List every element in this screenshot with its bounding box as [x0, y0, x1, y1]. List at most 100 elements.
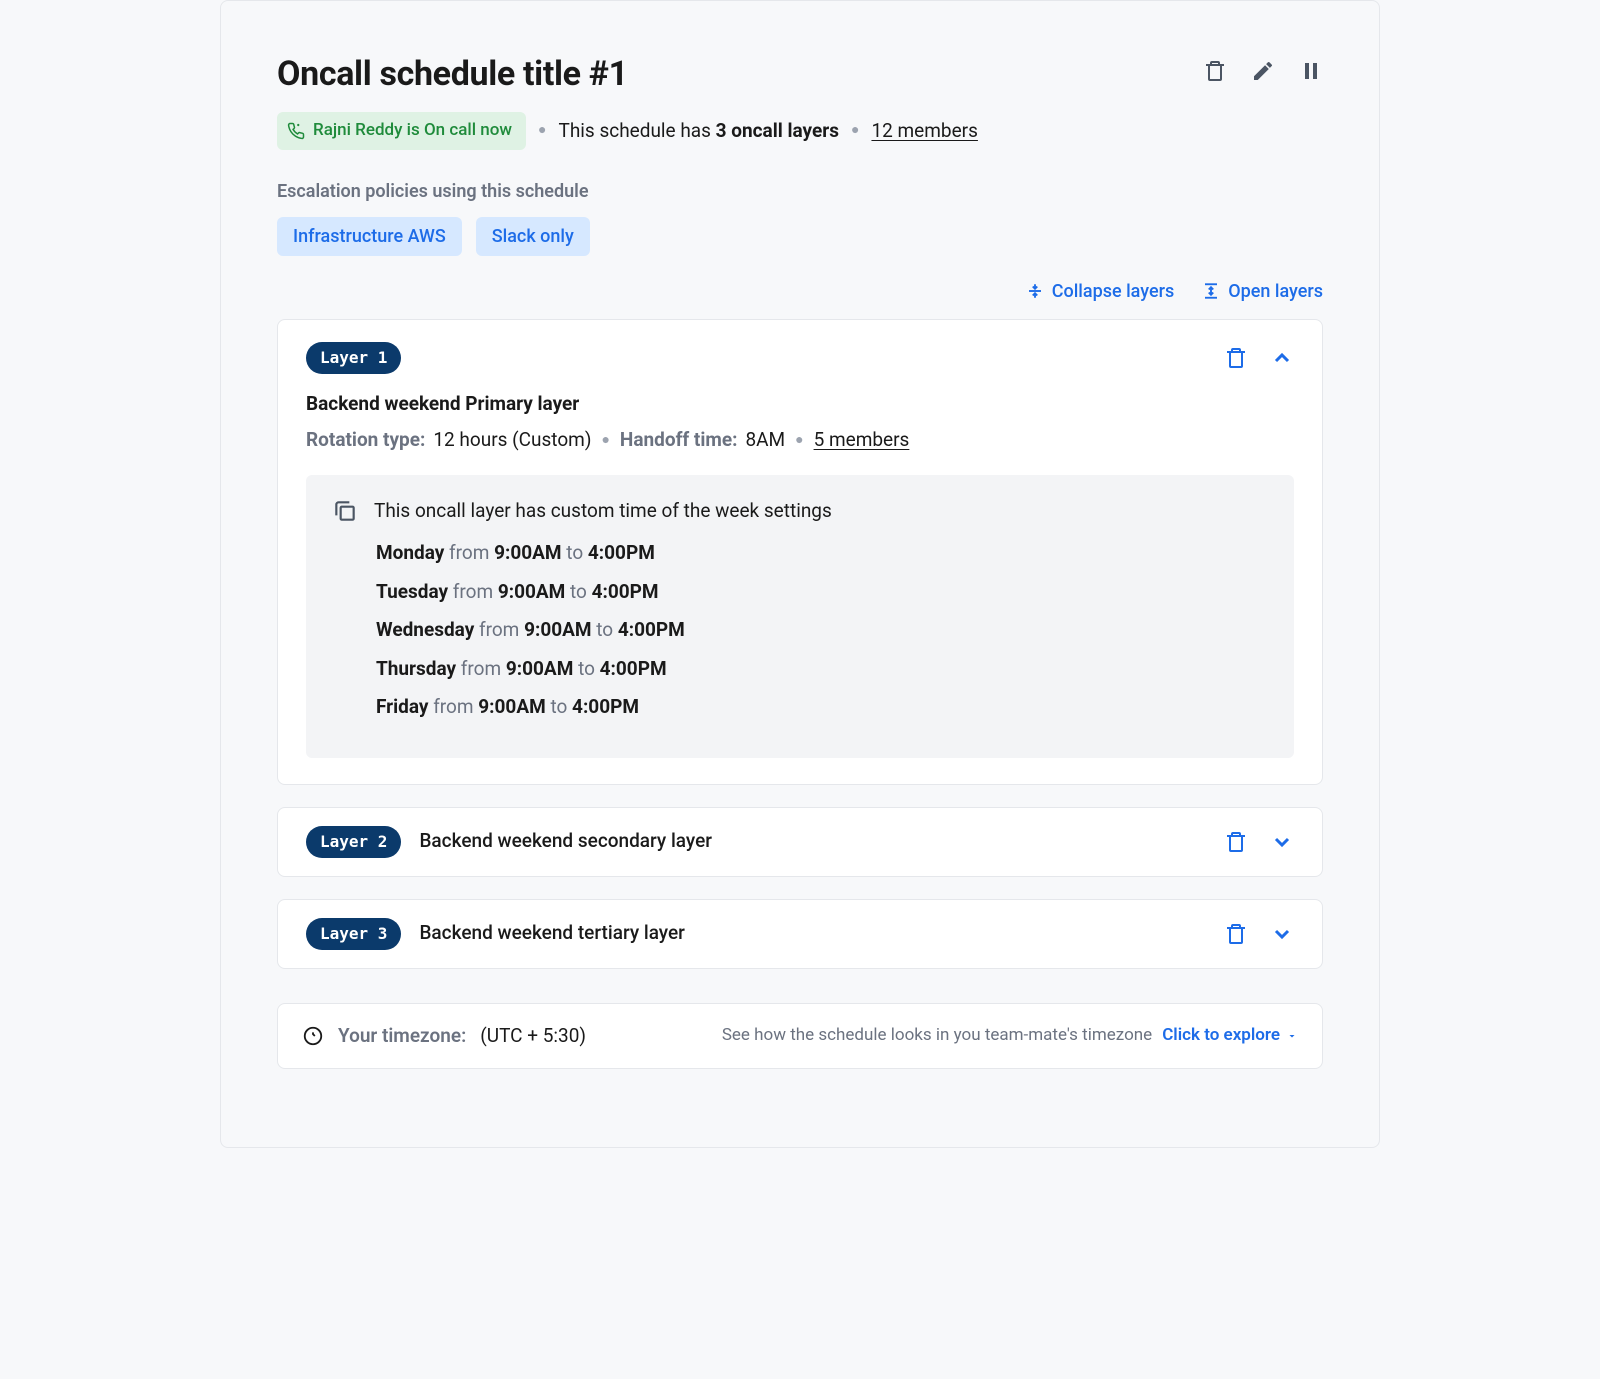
- layer-head-actions: [1224, 922, 1294, 946]
- schedule-from-word: from: [479, 618, 519, 641]
- oncall-now-badge: Rajni Reddy is On call now: [277, 112, 526, 150]
- delete-layer-button[interactable]: [1224, 922, 1248, 946]
- policy-chip[interactable]: Infrastructure AWS: [277, 217, 462, 256]
- schedule-row: Wednesday from 9:00AM to 4:00PM: [376, 616, 1268, 645]
- timezone-value: (UTC + 5:30): [480, 1022, 586, 1051]
- schedule-start: 9:00AM: [524, 618, 591, 641]
- expand-layer-button[interactable]: [1270, 830, 1294, 854]
- timezone-explore-button[interactable]: Click to explore: [1162, 1023, 1298, 1049]
- header-left: Oncall schedule title #1: [277, 49, 628, 112]
- schedule-start: 9:00AM: [506, 657, 573, 680]
- info-intro-text: This oncall layer has custom time of the…: [374, 497, 832, 526]
- header-meta: Rajni Reddy is On call now ● This schedu…: [277, 112, 1323, 150]
- schedule-from-word: from: [461, 657, 501, 680]
- collapse-layers-button[interactable]: Collapse layers: [1026, 278, 1174, 305]
- escalation-label: Escalation policies using this schedule: [277, 178, 1323, 205]
- layer-head: Layer 3 Backend weekend tertiary layer: [278, 900, 1322, 968]
- escalation-policies: Infrastructure AWS Slack only: [277, 217, 1323, 256]
- clock-icon: [302, 1025, 324, 1047]
- schedule-page: Oncall schedule title #1 Rajni Reddy is …: [220, 0, 1380, 1148]
- separator: ●: [599, 430, 611, 451]
- schedule-start: 9:00AM: [494, 541, 561, 564]
- layer-pill: Layer 3: [306, 918, 401, 950]
- schedule-to-word: to: [550, 695, 567, 718]
- layer-head: Layer 1: [306, 342, 1294, 374]
- layer-title: Backend weekend secondary layer: [419, 827, 1206, 856]
- schedule-row: Friday from 9:00AM to 4:00PM: [376, 693, 1268, 722]
- schedule-from-word: from: [449, 541, 489, 564]
- layer-card-1: Layer 1 Backend weekend Primary layer Ro…: [277, 319, 1323, 785]
- collapse-icon: [1026, 282, 1044, 300]
- layer-title: Backend weekend Primary layer: [306, 390, 1294, 419]
- layer-head-actions: [1224, 346, 1294, 370]
- schedule-to-word: to: [570, 580, 587, 603]
- custom-times-box: This oncall layer has custom time of the…: [306, 475, 1294, 758]
- schedule-to-word: to: [596, 618, 613, 641]
- open-layers-button[interactable]: Open layers: [1202, 278, 1323, 305]
- schedule-to-word: to: [578, 657, 595, 680]
- schedule-day: Wednesday: [376, 618, 474, 641]
- layer-title: Backend weekend tertiary layer: [419, 919, 1206, 948]
- summary-text: This schedule has 3 oncall layers: [559, 117, 839, 146]
- collapse-layers-label: Collapse layers: [1052, 278, 1174, 305]
- layer-head-actions: [1224, 830, 1294, 854]
- schedule-start: 9:00AM: [498, 580, 565, 603]
- schedule-row: Thursday from 9:00AM to 4:00PM: [376, 655, 1268, 684]
- phone-icon: [287, 122, 305, 140]
- schedule-row: Tuesday from 9:00AM to 4:00PM: [376, 578, 1268, 607]
- schedule-from-word: from: [453, 580, 493, 603]
- separator: ●: [536, 120, 548, 141]
- schedule-row: Monday from 9:00AM to 4:00PM: [376, 539, 1268, 568]
- caret-down-icon: [1286, 1030, 1298, 1042]
- layer-pill: Layer 2: [306, 826, 401, 858]
- layer-card-3: Layer 3 Backend weekend tertiary layer: [277, 899, 1323, 969]
- timezone-hint: See how the schedule looks in you team-m…: [722, 1023, 1152, 1049]
- rotation-value: 12 hours (Custom): [433, 426, 591, 455]
- header-actions: [1203, 59, 1323, 83]
- oncall-now-text: Rajni Reddy is On call now: [313, 118, 512, 144]
- handoff-label: Handoff time:: [620, 426, 738, 455]
- header: Oncall schedule title #1: [277, 49, 1323, 112]
- policy-chip[interactable]: Slack only: [476, 217, 590, 256]
- schedule-end: 4:00PM: [618, 618, 685, 641]
- schedule-to-word: to: [566, 541, 583, 564]
- separator: ●: [849, 120, 861, 141]
- summary-prefix: This schedule has: [559, 119, 711, 142]
- collapse-layer-button[interactable]: [1270, 346, 1294, 370]
- delete-button[interactable]: [1203, 59, 1227, 83]
- summary-bold: 3 oncall layers: [716, 119, 839, 142]
- schedule-day: Monday: [376, 541, 444, 564]
- layer-pill: Layer 1: [306, 342, 401, 374]
- open-layers-label: Open layers: [1228, 278, 1323, 305]
- separator: ●: [793, 430, 805, 451]
- edit-button[interactable]: [1251, 59, 1275, 83]
- schedule-end: 4:00PM: [592, 580, 659, 603]
- page-title: Oncall schedule title #1: [277, 49, 628, 100]
- schedule-start: 9:00AM: [478, 695, 545, 718]
- layer-head: Layer 2 Backend weekend secondary layer: [278, 808, 1322, 876]
- pause-button[interactable]: [1299, 59, 1323, 83]
- schedule-day: Tuesday: [376, 580, 448, 603]
- layer-meta: Rotation type: 12 hours (Custom) ● Hando…: [306, 426, 1294, 455]
- schedule-end: 4:00PM: [572, 695, 639, 718]
- schedule-end: 4:00PM: [600, 657, 667, 680]
- rotation-label: Rotation type:: [306, 426, 425, 455]
- delete-layer-button[interactable]: [1224, 830, 1248, 854]
- schedule-from-word: from: [433, 695, 473, 718]
- layer-card-2: Layer 2 Backend weekend secondary layer: [277, 807, 1323, 877]
- timezone-label: Your timezone:: [338, 1022, 466, 1051]
- schedule-day: Thursday: [376, 657, 456, 680]
- handoff-value: 8AM: [745, 426, 785, 455]
- expand-layer-button[interactable]: [1270, 922, 1294, 946]
- members-link[interactable]: 12 members: [871, 117, 977, 146]
- schedule-day: Friday: [376, 695, 428, 718]
- schedule-list: Monday from 9:00AM to 4:00PM Tuesday fro…: [332, 539, 1268, 722]
- delete-layer-button[interactable]: [1224, 346, 1248, 370]
- schedule-end: 4:00PM: [588, 541, 655, 564]
- copy-icon: [332, 498, 358, 524]
- info-head: This oncall layer has custom time of the…: [332, 497, 1268, 526]
- timezone-right: See how the schedule looks in you team-m…: [722, 1023, 1298, 1049]
- expand-icon: [1202, 282, 1220, 300]
- layer-members-link[interactable]: 5 members: [814, 426, 910, 455]
- timezone-card: Your timezone: (UTC + 5:30) See how the …: [277, 1003, 1323, 1070]
